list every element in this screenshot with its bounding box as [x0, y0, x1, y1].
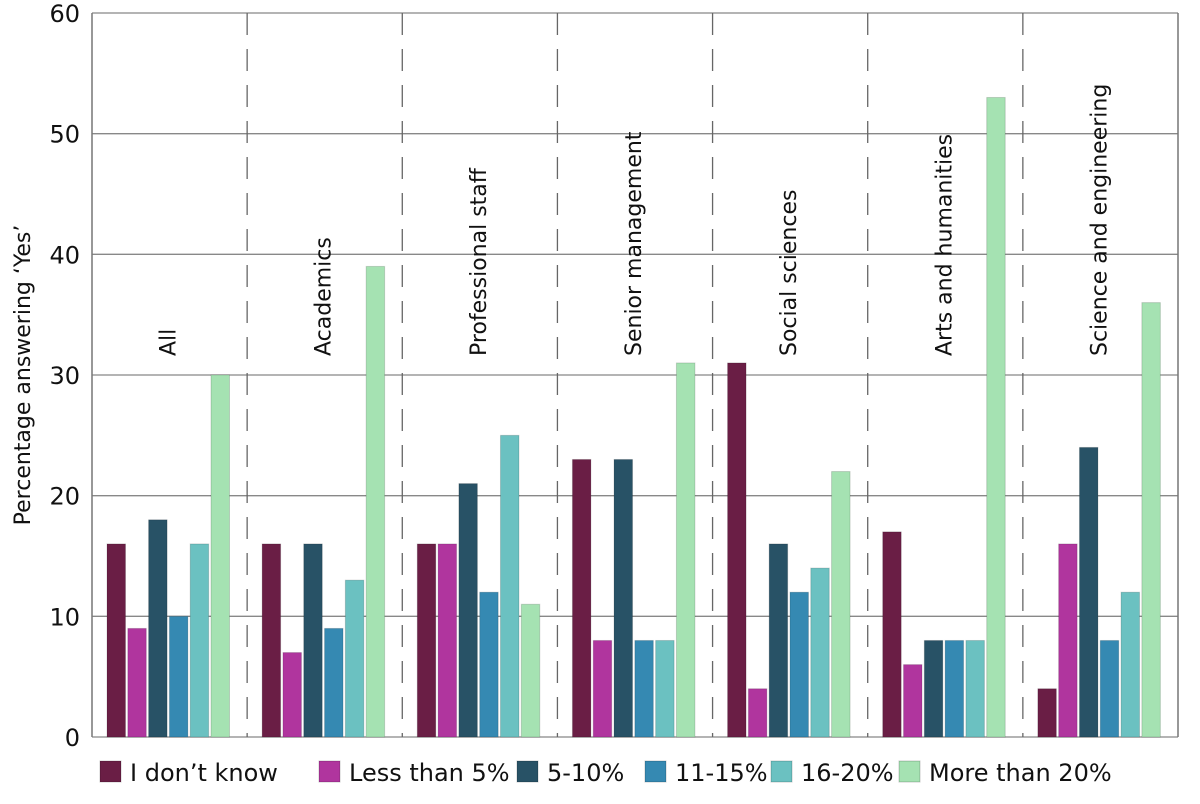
bar [324, 627, 344, 738]
bar [747, 688, 768, 738]
bar [210, 374, 230, 738]
bar [831, 471, 851, 738]
y-axis-label: Percentage answering ‘Yes’ [11, 225, 36, 526]
bar [882, 531, 902, 738]
gridlines [91, 12, 1179, 738]
bar [261, 543, 282, 738]
bar [986, 96, 1006, 738]
bar [1141, 302, 1161, 738]
legend-swatch [318, 760, 341, 783]
category-label: Arts and humanities [932, 134, 957, 356]
legend-label: I don’t know [130, 759, 278, 787]
category-label: Science and engineering [1087, 84, 1112, 356]
legend-label: 16-20% [801, 759, 894, 787]
legend-swatch [770, 760, 793, 783]
bar [148, 519, 168, 738]
y-tick-label: 60 [49, 0, 80, 28]
y-tick-label: 20 [49, 483, 80, 511]
bar [1058, 543, 1078, 738]
bar [365, 265, 386, 738]
category-label: Social sciences [777, 190, 802, 356]
legend-swatch [644, 760, 667, 783]
bar [810, 567, 830, 738]
legend-swatch [99, 760, 122, 783]
category-label: Academics [312, 237, 337, 356]
group-separators [246, 13, 1024, 737]
bar [1078, 446, 1099, 738]
legend-label: Less than 5% [349, 759, 510, 787]
bars [106, 96, 1161, 738]
bar [416, 543, 437, 738]
bar [613, 458, 634, 738]
bar [437, 543, 458, 738]
bar [903, 664, 923, 738]
legend-label: 11-15% [675, 759, 768, 787]
bar [520, 603, 541, 738]
y-tick-labels: 0 10 20 30 40 50 60 [49, 0, 80, 752]
bar [571, 458, 592, 738]
bar [923, 639, 944, 738]
bar [344, 579, 365, 738]
bar [303, 543, 323, 738]
bar [592, 639, 613, 738]
bar [675, 362, 696, 738]
bar [499, 434, 520, 738]
bar [189, 543, 210, 738]
legend: I don’t know Less than 5% 5-10% 11-15% 16-20… [99, 759, 1112, 787]
category-labels: All Academics Professional staff Senior man… [157, 84, 1113, 356]
legend-label: 5-10% [547, 759, 624, 787]
bar [458, 483, 478, 738]
legend-label: More than 20% [929, 759, 1112, 787]
category-label: Senior management [622, 131, 647, 356]
bar [789, 591, 809, 738]
y-tick-label: 40 [49, 241, 80, 269]
bar [768, 543, 789, 738]
y-tick-label: 30 [49, 362, 80, 390]
bar [727, 362, 747, 738]
bar [1120, 591, 1141, 738]
bar [479, 591, 499, 738]
legend-swatch [516, 760, 539, 783]
category-label: Professional staff [467, 167, 492, 356]
y-tick-label: 10 [49, 603, 80, 631]
bar [168, 615, 189, 738]
bar [965, 639, 985, 738]
legend-swatch [898, 760, 921, 783]
bar [655, 639, 675, 738]
category-label: All [157, 329, 182, 356]
bar [944, 639, 965, 738]
bar [127, 627, 147, 738]
bar [1037, 688, 1057, 738]
bar [282, 652, 302, 738]
y-tick-label: 50 [49, 121, 80, 149]
bar [634, 639, 654, 738]
bar [106, 543, 126, 738]
bar [1099, 639, 1120, 738]
y-tick-label: 0 [65, 724, 80, 752]
